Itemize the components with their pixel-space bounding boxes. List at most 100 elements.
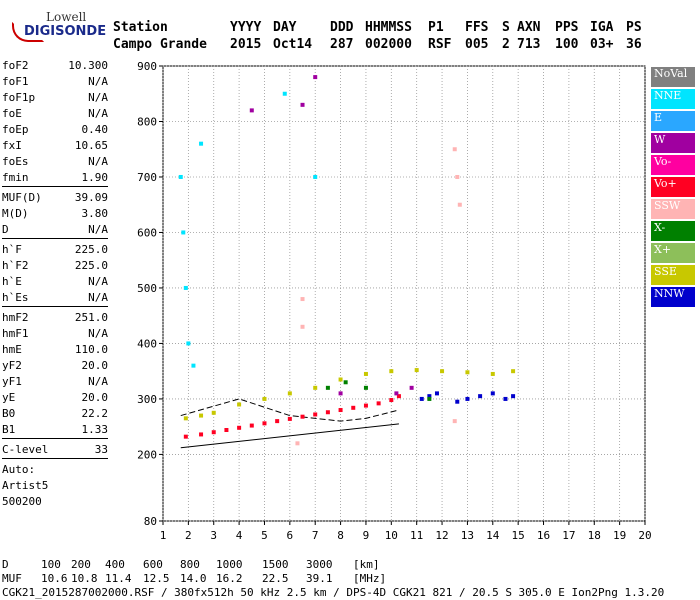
param-value: 33 — [94, 443, 108, 456]
fit-line — [180, 398, 400, 422]
x-tick-label: 19 — [613, 529, 626, 542]
x-tick-label: 20 — [638, 529, 651, 542]
data-point — [300, 414, 305, 419]
param-key: foE — [2, 107, 22, 120]
data-point — [183, 434, 188, 439]
data-point — [338, 377, 343, 382]
param-row: B1 1.33 — [2, 422, 108, 438]
data-point — [313, 75, 318, 80]
param-key: yF2 — [2, 359, 22, 372]
param-value: 251.0 — [74, 311, 108, 324]
header-label: PS — [626, 20, 642, 35]
footer-value: 3000 — [306, 558, 333, 571]
y-tick-label: 800 — [137, 115, 157, 128]
header-value: 005 — [465, 37, 489, 52]
data-point — [186, 341, 191, 346]
header-value: 03+ — [590, 37, 614, 52]
legend-item: SSE — [651, 265, 695, 285]
param-value: N/A — [88, 75, 108, 88]
data-point — [181, 230, 186, 235]
x-tick-label: 4 — [236, 529, 243, 542]
data-point — [414, 368, 419, 373]
data-point — [394, 391, 399, 396]
param-value: N/A — [88, 155, 108, 168]
lowell-digisonde-logo: Lowell DIGISONDE — [6, 8, 116, 48]
x-tick-label: 16 — [537, 529, 550, 542]
data-point — [440, 369, 445, 374]
header-value: Campo Grande — [113, 37, 207, 52]
data-point — [363, 371, 368, 376]
header-label: DDD — [330, 20, 354, 35]
param-key: foF2 — [2, 59, 29, 72]
data-point — [191, 363, 196, 368]
header-label: AXN — [517, 20, 541, 35]
x-tick-label: 14 — [486, 529, 500, 542]
separator — [2, 238, 108, 239]
x-tick-label: 7 — [312, 529, 319, 542]
plot-frame — [162, 65, 646, 522]
header-label: S — [502, 20, 510, 35]
data-point — [503, 396, 508, 401]
data-point — [178, 174, 183, 179]
data-point — [199, 432, 204, 437]
param-key: MUF(D) — [2, 191, 42, 204]
data-point — [490, 391, 495, 396]
footer-value: [MHz] — [353, 572, 387, 585]
data-point — [237, 425, 242, 430]
footer-value: 14.0 — [180, 572, 207, 585]
param-value: 1.90 — [81, 171, 109, 184]
data-point — [452, 419, 457, 424]
x-tick-label: 13 — [461, 529, 474, 542]
header-value: Oct14 — [273, 37, 313, 52]
param-key: fxI — [2, 139, 22, 152]
data-point — [295, 441, 300, 446]
legend-item: NoVal — [651, 67, 695, 87]
logo-swoosh — [12, 22, 44, 42]
data-point — [343, 380, 348, 385]
data-point — [511, 394, 516, 399]
x-tick-label: 11 — [410, 529, 423, 542]
x-tick-label: 10 — [385, 529, 398, 542]
y-tick-label: 80 — [144, 515, 157, 528]
y-tick-label: 900 — [137, 60, 157, 73]
footer-value: 10.6 — [41, 572, 68, 585]
footer-value: 16.2 — [216, 572, 243, 585]
x-tick-label: 15 — [512, 529, 525, 542]
param-value: 20.0 — [81, 391, 109, 404]
footer-info: CGK21_2015287002000.RSF / 380fx512h 50 k… — [2, 586, 665, 599]
param-row: yF1 N/A — [2, 374, 108, 390]
param-value: 225.0 — [74, 259, 108, 272]
param-value: 10.300 — [68, 59, 108, 72]
param-key: h`F — [2, 243, 22, 256]
data-point — [351, 405, 356, 410]
x-tick-label: 18 — [588, 529, 601, 542]
param-row: foEs N/A — [2, 154, 108, 170]
param-row: M(D) 3.80 — [2, 206, 108, 222]
param-key: M(D) — [2, 207, 29, 220]
data-point — [199, 413, 204, 418]
logo-line2: DIGISONDE — [24, 24, 107, 39]
header-label: P1 — [428, 20, 444, 35]
footer-value: 600 — [143, 558, 163, 571]
y-tick-label: 500 — [137, 282, 157, 295]
data-point — [300, 297, 305, 302]
footer-value: 11.4 — [105, 572, 132, 585]
param-row: MUF(D) 39.09 — [2, 190, 108, 206]
data-point — [287, 391, 292, 396]
data-point — [262, 421, 267, 426]
x-tick-label: 12 — [435, 529, 448, 542]
param-value: N/A — [88, 327, 108, 340]
data-point — [249, 108, 254, 113]
data-point — [338, 391, 343, 396]
param-row: hmF1 N/A — [2, 326, 108, 342]
separator — [2, 186, 108, 187]
data-point — [183, 285, 188, 290]
data-point — [287, 416, 292, 421]
param-key: C-level — [2, 443, 49, 456]
data-point — [389, 398, 394, 403]
param-value: N/A — [88, 107, 108, 120]
header-label: YYYY — [230, 20, 262, 35]
footer-value: 39.1 — [306, 572, 333, 585]
param-row: h`Es N/A — [2, 290, 108, 306]
